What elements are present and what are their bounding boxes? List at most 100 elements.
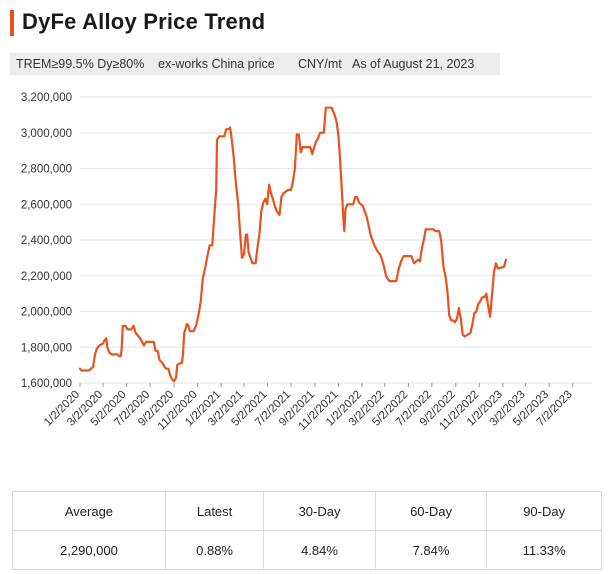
data-point — [325, 107, 327, 109]
data-point — [311, 153, 313, 155]
data-point — [186, 323, 188, 325]
data-point — [298, 133, 300, 136]
data-point — [352, 203, 354, 205]
data-point — [292, 180, 294, 182]
data-point — [343, 230, 345, 232]
data-point — [182, 353, 184, 355]
data-point — [104, 339, 106, 341]
data-point — [446, 289, 448, 291]
data-point — [481, 296, 483, 298]
data-point — [415, 260, 417, 262]
data-point — [410, 255, 412, 257]
price-series-line — [78, 106, 508, 383]
data-point — [407, 255, 409, 257]
data-point — [79, 368, 81, 370]
data-point — [169, 375, 171, 377]
data-point — [248, 251, 250, 254]
y-tick-label: 2,800,000 — [21, 164, 72, 176]
subtitle-unit: CNY/mt — [298, 57, 342, 71]
data-point — [120, 355, 122, 357]
data-point — [471, 323, 473, 325]
data-point — [493, 271, 495, 273]
data-point — [272, 198, 274, 200]
data-point — [475, 310, 477, 313]
data-point — [105, 337, 107, 339]
data-point — [198, 312, 200, 314]
y-tick-label: 1,600,000 — [21, 378, 72, 390]
data-point — [106, 346, 108, 348]
data-point — [302, 146, 304, 148]
data-point — [434, 230, 436, 232]
data-point — [448, 314, 450, 316]
data-point — [346, 203, 348, 205]
data-point — [202, 278, 204, 280]
data-point — [462, 334, 464, 336]
data-point — [294, 167, 296, 170]
data-point — [305, 146, 308, 148]
data-point — [266, 203, 268, 205]
data-point — [245, 234, 247, 236]
data-point — [179, 362, 181, 364]
data-point — [287, 189, 289, 191]
data-point — [495, 262, 497, 264]
y-tick-label: 2,200,000 — [21, 271, 72, 283]
data-point — [153, 341, 155, 343]
data-point — [460, 318, 462, 320]
grid-lines — [80, 96, 592, 384]
data-point — [423, 239, 425, 241]
data-point — [442, 266, 445, 268]
data-point — [167, 368, 169, 370]
data-point — [300, 151, 302, 153]
data-point — [165, 368, 167, 370]
data-point — [241, 257, 243, 259]
data-point — [225, 128, 227, 130]
data-point — [231, 137, 233, 139]
data-point — [456, 318, 458, 320]
data-point — [239, 232, 241, 234]
data-point — [216, 139, 218, 141]
data-point — [262, 201, 264, 204]
data-point — [432, 228, 434, 230]
data-point — [102, 343, 104, 345]
data-point — [417, 259, 419, 261]
data-point — [145, 341, 147, 343]
stats-header-average: Average — [12, 491, 166, 531]
data-point — [334, 114, 336, 116]
stats-value-average: 2,290,000 — [12, 530, 166, 570]
data-point — [473, 312, 475, 314]
data-point — [282, 192, 284, 195]
data-point — [80, 369, 83, 372]
data-point — [163, 366, 166, 368]
data-point — [155, 350, 157, 352]
data-point — [379, 253, 381, 255]
data-point — [274, 205, 276, 207]
data-point — [421, 248, 423, 250]
data-point — [195, 325, 197, 327]
data-point — [204, 266, 206, 268]
data-point — [181, 362, 183, 364]
stats-header-60-day: 60-Day — [374, 491, 488, 531]
data-point — [256, 246, 259, 248]
data-point — [485, 293, 487, 295]
y-tick-label: 2,600,000 — [21, 199, 72, 211]
title-accent-bar — [10, 10, 14, 36]
data-point — [135, 332, 137, 334]
data-point — [234, 178, 237, 180]
data-point — [243, 253, 245, 255]
x-axis-ticks: 1/2/20203/2/20205/2/20207/2/20209/2/2020… — [42, 383, 575, 433]
data-point — [373, 244, 375, 246]
data-point — [397, 269, 399, 271]
data-point — [477, 303, 479, 305]
data-point — [497, 268, 499, 270]
data-point — [233, 155, 235, 157]
data-point — [251, 262, 254, 264]
data-point — [344, 209, 347, 211]
series-layer — [78, 106, 508, 383]
data-point — [385, 275, 387, 277]
data-point — [419, 260, 421, 262]
data-point — [108, 352, 110, 354]
data-point — [111, 353, 113, 355]
data-point — [395, 280, 397, 282]
data-point — [276, 210, 278, 212]
data-point — [489, 316, 491, 318]
